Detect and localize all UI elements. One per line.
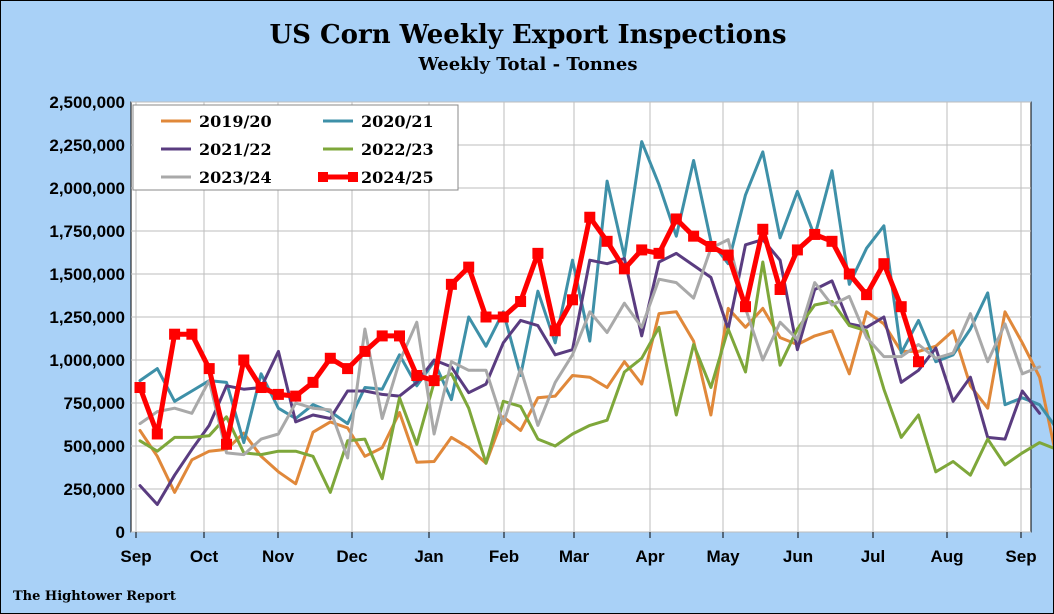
data-point-2024-25 — [255, 382, 267, 394]
y-tick-label: 2,500,000 — [49, 93, 125, 112]
data-point-2024-25 — [567, 294, 578, 306]
legend-marker — [318, 172, 328, 182]
y-tick-label: 2,000,000 — [49, 179, 125, 198]
data-point-2024-25 — [774, 283, 786, 295]
x-tick-label: Mar — [559, 547, 590, 566]
data-point-2024-25 — [878, 258, 890, 270]
y-tick-label: 0 — [116, 523, 125, 542]
data-point-2024-25 — [705, 240, 717, 252]
x-tick-label: Nov — [262, 547, 295, 566]
data-point-2024-25 — [740, 301, 751, 313]
data-point-2024-25 — [861, 289, 873, 301]
x-tick-label: Jun — [783, 547, 813, 566]
data-point-2024-25 — [376, 330, 388, 342]
y-axis: 0 250,000 500,000 750,000 1,000,000 1,250,000… — [49, 93, 125, 542]
y-tick-label: 2,250,000 — [49, 136, 125, 155]
legend-label: 2022/23 — [361, 140, 434, 159]
legend-label: 2020/21 — [361, 112, 434, 131]
data-point-2024-25 — [272, 388, 284, 400]
x-tick-label: Feb — [489, 547, 519, 566]
data-point-2024-25 — [584, 211, 596, 223]
y-tick-label: 750,000 — [64, 394, 125, 413]
data-point-2024-25 — [826, 235, 838, 247]
y-tick-label: 250,000 — [64, 480, 125, 499]
data-point-2024-25 — [757, 223, 769, 235]
data-point-2024-25 — [463, 261, 475, 273]
legend-marker — [348, 172, 358, 182]
legend-label: 2019/20 — [199, 112, 272, 131]
series-line-2023-24 — [138, 238, 1042, 460]
data-point-2024-25 — [532, 247, 544, 259]
data-point-2024-25 — [895, 301, 907, 313]
data-point-2024-25 — [411, 369, 423, 381]
series-line-2019-20 — [138, 306, 1053, 494]
data-point-2024-25 — [549, 325, 561, 337]
x-tick-label: Dec — [336, 547, 367, 566]
data-point-2024-25 — [601, 235, 613, 247]
data-point-2024-25 — [307, 376, 319, 388]
legend: 2019/20 2020/21 2021/22 2022/23 2023/24 2024/… — [132, 104, 459, 191]
data-point-2024-25 — [290, 390, 302, 402]
x-tick-label: May — [706, 547, 740, 566]
data-point-2024-25 — [636, 244, 648, 256]
data-point-2024-25 — [359, 345, 371, 357]
data-point-2024-25 — [722, 249, 734, 261]
data-point-2024-25 — [791, 244, 803, 256]
series-line-2022-23 — [138, 260, 1053, 494]
y-tick-label: 500,000 — [64, 437, 125, 456]
data-point-2024-25 — [809, 228, 821, 240]
y-tick-label: 1,750,000 — [49, 222, 125, 241]
data-point-2024-25 — [342, 363, 354, 375]
data-point-2024-25 — [497, 311, 509, 323]
data-point-2024-25 — [324, 352, 336, 364]
data-point-2024-25 — [515, 296, 527, 308]
x-tick-label: Apr — [635, 547, 665, 566]
data-point-2024-25 — [134, 382, 146, 394]
data-point-2024-25 — [186, 328, 198, 340]
data-point-2024-25 — [445, 278, 457, 290]
legend-label: 2024/25 — [361, 168, 434, 187]
y-tick-label: 1,500,000 — [49, 265, 125, 284]
series-lines — [134, 140, 1053, 506]
data-point-2024-25 — [151, 428, 163, 440]
x-tick-label: Jul — [861, 547, 886, 566]
data-point-2024-25 — [203, 363, 215, 375]
data-point-2024-25 — [394, 330, 405, 342]
series-line-2021-22 — [138, 238, 1042, 506]
x-axis: Sep Oct Nov Dec Jan Feb Mar Apr May Jun Jul Aug Sep — [120, 532, 1037, 566]
data-point-2024-25 — [169, 328, 181, 340]
legend-label: 2021/22 — [199, 140, 272, 159]
x-tick-label: Oct — [190, 547, 219, 566]
data-point-2024-25 — [428, 375, 440, 387]
legend-label: 2023/24 — [199, 168, 272, 187]
source-credit: The Hightower Report — [13, 589, 176, 604]
data-point-2024-25 — [238, 354, 250, 366]
chart-subtitle: Weekly Total - Tonnes — [418, 54, 638, 75]
chart-title: US Corn Weekly Export Inspections — [269, 20, 786, 50]
data-point-2024-25 — [688, 230, 700, 242]
data-point-2024-25 — [670, 213, 682, 225]
y-tick-label: 1,250,000 — [49, 308, 125, 327]
data-point-2024-25 — [221, 438, 232, 450]
data-point-2024-25 — [843, 268, 855, 280]
data-point-2024-25 — [618, 263, 630, 275]
data-point-2024-25 — [913, 356, 924, 368]
data-point-2024-25 — [480, 311, 492, 323]
x-tick-label: Sep — [120, 547, 151, 566]
x-tick-label: Jan — [414, 547, 443, 566]
data-point-2024-25 — [653, 247, 665, 259]
x-tick-label: Sep — [1005, 547, 1036, 566]
series-line-2024-25 — [137, 214, 921, 447]
y-tick-label: 1,000,000 — [49, 351, 125, 370]
x-tick-label: Aug — [930, 547, 963, 566]
